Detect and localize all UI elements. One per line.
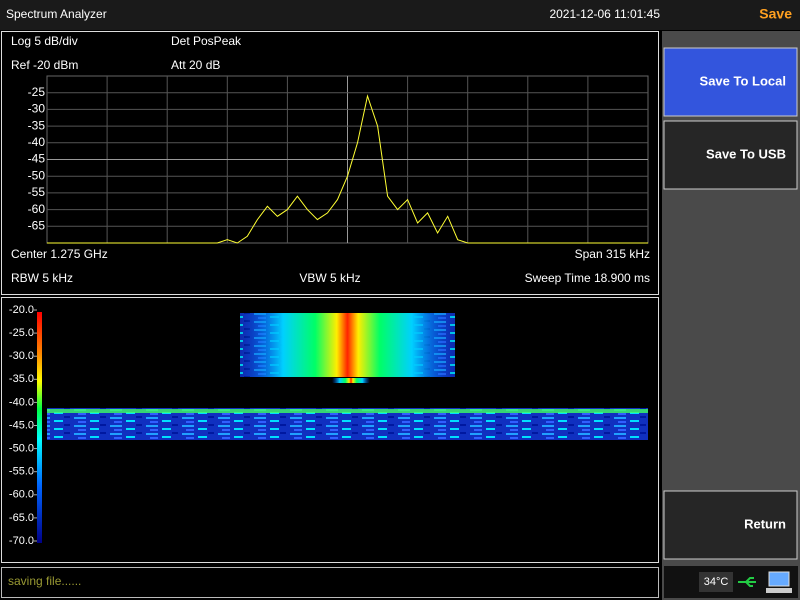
scale-tick-label: -25.0 bbox=[9, 327, 34, 339]
waterfall-floor bbox=[47, 408, 648, 440]
status-bar bbox=[1, 567, 659, 598]
scale-tick-label: -30.0 bbox=[9, 350, 34, 362]
y-tick-label: -45 bbox=[28, 152, 46, 166]
scale-tick-label: -45.0 bbox=[9, 419, 34, 431]
span: Span 315 kHz bbox=[575, 247, 650, 261]
temperature-box bbox=[699, 572, 733, 592]
spectrum-panel bbox=[1, 31, 659, 295]
y-tick-label: -25 bbox=[28, 85, 46, 99]
softkey-label[interactable]: Save To USB bbox=[706, 146, 786, 161]
softkey-label[interactable]: Return bbox=[744, 516, 786, 531]
scale-tick-label: -65.0 bbox=[9, 512, 34, 524]
scale-tick-label: -60.0 bbox=[9, 489, 34, 501]
y-tick-label: -30 bbox=[28, 102, 46, 116]
softkey-label[interactable]: Save To Local bbox=[700, 73, 786, 88]
trace bbox=[47, 94, 648, 244]
color-bar bbox=[37, 312, 42, 543]
scale-tick-label: -70.0 bbox=[9, 535, 34, 547]
waterfall-signal bbox=[240, 313, 455, 377]
vbw: VBW 5 kHz bbox=[299, 271, 360, 285]
scale-tick-label: -20.0 bbox=[9, 304, 34, 316]
ref-level: Ref -20 dBm bbox=[11, 58, 78, 72]
y-tick-label: -55 bbox=[28, 185, 46, 199]
y-tick-label: -35 bbox=[28, 118, 46, 132]
rbw: RBW 5 kHz bbox=[11, 271, 73, 285]
softkey-button[interactable] bbox=[663, 120, 798, 190]
attenuation: Att 20 dB bbox=[171, 58, 220, 72]
waterfall-scale: -20.0 -25.0 -30.0 -35.0 -40.0 -45.0 -50.0 -55.0… bbox=[9, 304, 37, 547]
temperature: 34°C bbox=[704, 576, 729, 588]
y-tick-label: -50 bbox=[28, 168, 46, 182]
status-message: saving file...... bbox=[8, 574, 81, 588]
waterfall-line bbox=[47, 409, 648, 413]
waterfall-blip bbox=[332, 378, 370, 383]
softkey-button[interactable] bbox=[663, 490, 798, 560]
y-tick-label: -65 bbox=[28, 218, 46, 232]
menu-title: Save bbox=[759, 6, 792, 22]
center-freq: Center 1.275 GHz bbox=[11, 247, 108, 261]
spectrum-plot: -25 -30 -35 -40 -45 -50 -55 -60 -65 bbox=[28, 75, 649, 244]
y-tick-label: -60 bbox=[28, 202, 46, 216]
scale-tick-label: -35.0 bbox=[9, 373, 34, 385]
scale-tick-label: -55.0 bbox=[9, 466, 34, 478]
title-bar bbox=[0, 0, 800, 30]
scale-tick-label: -50.0 bbox=[9, 443, 34, 455]
scale: Log 5 dB/div bbox=[11, 34, 78, 48]
app-title: Spectrum Analyzer bbox=[6, 7, 107, 21]
sweep-time: Sweep Time 18.900 ms bbox=[525, 271, 650, 285]
datetime: 2021-12-06 11:01:45 bbox=[549, 7, 660, 21]
detector: Det PosPeak bbox=[171, 34, 242, 48]
y-tick-label: -40 bbox=[28, 135, 46, 149]
waterfall-panel bbox=[1, 297, 659, 563]
scale-tick-label: -40.0 bbox=[9, 396, 34, 408]
usb-icon bbox=[738, 577, 756, 587]
softkey-button[interactable] bbox=[663, 47, 798, 117]
network-icon-base bbox=[766, 588, 792, 593]
network-icon bbox=[768, 571, 790, 587]
